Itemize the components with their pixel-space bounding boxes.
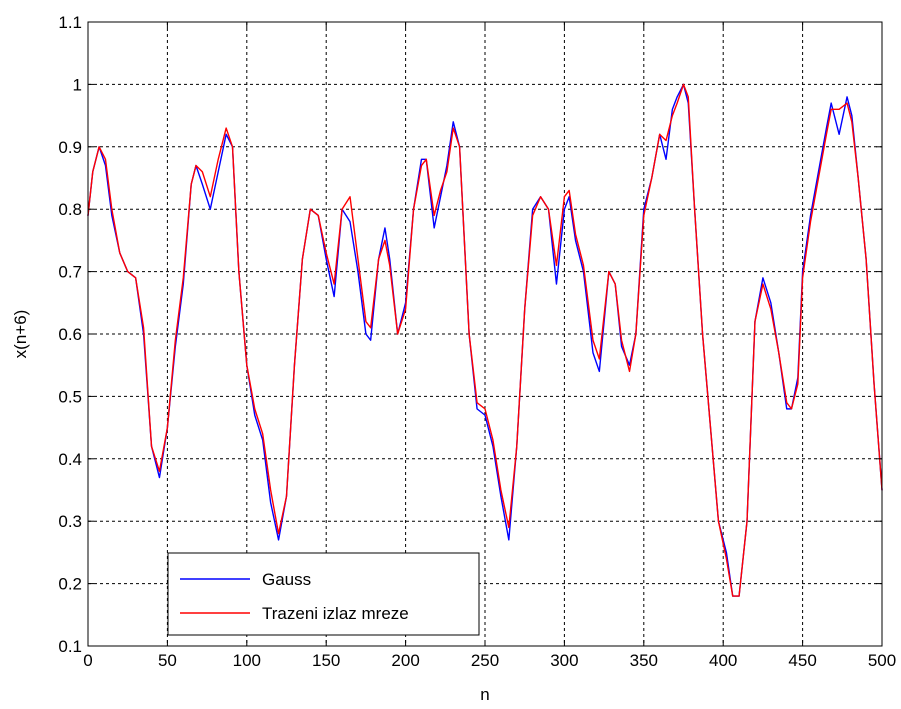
x-tick-label: 150 (312, 651, 340, 670)
x-tick-label: 300 (550, 651, 578, 670)
y-tick-label: 0.9 (58, 138, 82, 157)
y-tick-label: 0.2 (58, 575, 82, 594)
y-tick-label: 0.8 (58, 200, 82, 219)
y-tick-label: 0.3 (58, 512, 82, 531)
x-tick-label: 450 (788, 651, 816, 670)
y-tick-label: 0.4 (58, 450, 82, 469)
legend-box (167, 552, 480, 636)
x-axis-label: n (480, 685, 489, 704)
y-tick-label: 0.5 (58, 387, 82, 406)
x-tick-label: 0 (83, 651, 92, 670)
x-tick-label: 400 (709, 651, 737, 670)
x-tick-label: 350 (630, 651, 658, 670)
legend-label-gauss: Gauss (262, 570, 311, 589)
grid (88, 22, 882, 646)
y-tick-label: 0.1 (58, 637, 82, 656)
series-layer (87, 83, 883, 597)
legend: Gauss Trazeni izlaz mreze (167, 552, 480, 636)
y-tick-label: 0.6 (58, 325, 82, 344)
legend-label-trazeni-izlaz: Trazeni izlaz mreze (262, 604, 409, 623)
y-tick-label: 1.1 (58, 13, 82, 32)
y-tick-label: 1 (73, 75, 82, 94)
axis-ticks: 0 50 100 150 200 250 300 350 400 450 500 0.1 0.2 0.3 0… (58, 13, 896, 670)
y-axis-label: x(n+6) (11, 310, 30, 359)
x-tick-label: 100 (233, 651, 261, 670)
x-tick-label: 500 (868, 651, 896, 670)
x-tick-label: 50 (158, 651, 177, 670)
series-line-trazeni-izlaz (87, 83, 883, 597)
x-tick-label: 250 (471, 651, 499, 670)
x-tick-label: 200 (391, 651, 419, 670)
y-tick-label: 0.7 (58, 263, 82, 282)
